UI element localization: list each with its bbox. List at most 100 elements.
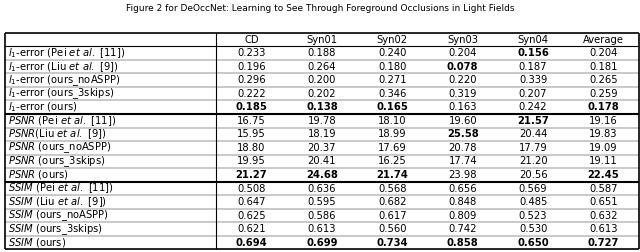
Text: 0.240: 0.240 xyxy=(378,48,406,58)
Text: 0.651: 0.651 xyxy=(589,197,618,207)
Text: $l_1$-error (ours): $l_1$-error (ours) xyxy=(8,101,78,114)
Text: 17.74: 17.74 xyxy=(449,156,477,166)
Text: 0.647: 0.647 xyxy=(237,197,266,207)
Text: 17.79: 17.79 xyxy=(519,143,547,153)
Text: 0.078: 0.078 xyxy=(447,62,479,72)
Text: 0.180: 0.180 xyxy=(378,62,406,72)
Text: 0.694: 0.694 xyxy=(236,238,268,248)
Text: 0.636: 0.636 xyxy=(308,183,336,194)
Text: 0.508: 0.508 xyxy=(237,183,266,194)
Text: 18.10: 18.10 xyxy=(378,116,406,126)
Text: 22.45: 22.45 xyxy=(588,170,620,180)
Text: $\it{SSIM}$ (Pei $\it{et\ al.}$ [11]): $\it{SSIM}$ (Pei $\it{et\ al.}$ [11]) xyxy=(8,182,114,196)
Text: 0.569: 0.569 xyxy=(519,183,547,194)
Text: 0.617: 0.617 xyxy=(378,211,406,220)
Text: 0.319: 0.319 xyxy=(449,89,477,99)
Text: 15.95: 15.95 xyxy=(237,129,266,139)
Text: 0.181: 0.181 xyxy=(589,62,618,72)
Text: 23.98: 23.98 xyxy=(449,170,477,180)
Text: 0.233: 0.233 xyxy=(237,48,266,58)
Text: 0.202: 0.202 xyxy=(308,89,336,99)
Text: $l_1$-error (Liu $\it{et\ al.}$ [9]): $l_1$-error (Liu $\it{et\ al.}$ [9]) xyxy=(8,60,119,74)
Text: 19.83: 19.83 xyxy=(589,129,618,139)
Text: $\it{SSIM}$ (ours): $\it{SSIM}$ (ours) xyxy=(8,236,67,249)
Text: 0.346: 0.346 xyxy=(378,89,406,99)
Text: 0.138: 0.138 xyxy=(306,102,338,112)
Text: 0.204: 0.204 xyxy=(449,48,477,58)
Text: 19.11: 19.11 xyxy=(589,156,618,166)
Text: 0.682: 0.682 xyxy=(378,197,406,207)
Text: Average: Average xyxy=(583,35,624,45)
Text: $\it{PSNR}$ (ours_noASPP): $\it{PSNR}$ (ours_noASPP) xyxy=(8,140,112,155)
Text: 0.296: 0.296 xyxy=(237,75,266,85)
Text: 0.587: 0.587 xyxy=(589,183,618,194)
Text: 0.200: 0.200 xyxy=(308,75,336,85)
Text: 0.220: 0.220 xyxy=(449,75,477,85)
Text: 17.69: 17.69 xyxy=(378,143,406,153)
Text: 0.185: 0.185 xyxy=(236,102,268,112)
Text: $\it{PSNR}$ (ours_3skips): $\it{PSNR}$ (ours_3skips) xyxy=(8,154,106,169)
Text: 16.25: 16.25 xyxy=(378,156,406,166)
Text: 0.222: 0.222 xyxy=(237,89,266,99)
Text: 0.242: 0.242 xyxy=(519,102,547,112)
Text: 0.727: 0.727 xyxy=(588,238,620,248)
Text: 0.613: 0.613 xyxy=(308,224,336,234)
Text: 0.625: 0.625 xyxy=(237,211,266,220)
Text: 0.187: 0.187 xyxy=(519,62,547,72)
Text: 0.156: 0.156 xyxy=(517,48,549,58)
Text: Syn04: Syn04 xyxy=(518,35,548,45)
Text: 21.27: 21.27 xyxy=(236,170,268,180)
Text: 0.809: 0.809 xyxy=(449,211,477,220)
Text: $l_1$-error (ours_noASPP): $l_1$-error (ours_noASPP) xyxy=(8,73,121,88)
Text: 19.16: 19.16 xyxy=(589,116,618,126)
Text: $\it{PSNR}$(Liu $\it{et\ al.}$ [9]): $\it{PSNR}$(Liu $\it{et\ al.}$ [9]) xyxy=(8,128,107,141)
Text: 0.339: 0.339 xyxy=(519,75,547,85)
Text: 21.20: 21.20 xyxy=(519,156,547,166)
Text: 20.78: 20.78 xyxy=(449,143,477,153)
Text: Syn01: Syn01 xyxy=(307,35,337,45)
Text: 0.699: 0.699 xyxy=(306,238,338,248)
Text: 19.78: 19.78 xyxy=(308,116,336,126)
Text: 0.595: 0.595 xyxy=(308,197,336,207)
Text: 0.259: 0.259 xyxy=(589,89,618,99)
Text: 0.271: 0.271 xyxy=(378,75,406,85)
Text: 0.485: 0.485 xyxy=(519,197,547,207)
Text: 0.650: 0.650 xyxy=(517,238,549,248)
Text: $\it{SSIM}$ (ours_3skips): $\it{SSIM}$ (ours_3skips) xyxy=(8,222,103,237)
Text: 0.621: 0.621 xyxy=(237,224,266,234)
Text: 0.523: 0.523 xyxy=(519,211,547,220)
Text: 0.742: 0.742 xyxy=(449,224,477,234)
Text: 21.57: 21.57 xyxy=(517,116,549,126)
Text: 19.60: 19.60 xyxy=(449,116,477,126)
Text: 20.56: 20.56 xyxy=(519,170,547,180)
Text: 0.196: 0.196 xyxy=(237,62,266,72)
Text: Syn02: Syn02 xyxy=(377,35,408,45)
Text: 0.207: 0.207 xyxy=(519,89,547,99)
Text: 18.99: 18.99 xyxy=(378,129,406,139)
Text: 0.530: 0.530 xyxy=(519,224,547,234)
Text: 19.95: 19.95 xyxy=(237,156,266,166)
Text: $\it{SSIM}$ (Liu $\it{et\ al.}$ [9]): $\it{SSIM}$ (Liu $\it{et\ al.}$ [9]) xyxy=(8,195,108,209)
Text: $l_1$-error (Pei $\it{et\ al.}$ [11]): $l_1$-error (Pei $\it{et\ al.}$ [11]) xyxy=(8,46,125,60)
Text: 0.264: 0.264 xyxy=(308,62,336,72)
Text: $\it{PSNR}$ (Pei $\it{et\ al.}$ [11]): $\it{PSNR}$ (Pei $\it{et\ al.}$ [11]) xyxy=(8,114,116,128)
Text: 0.613: 0.613 xyxy=(589,224,618,234)
Text: $l_1$-error (ours_3skips): $l_1$-error (ours_3skips) xyxy=(8,86,115,101)
Text: 0.568: 0.568 xyxy=(378,183,406,194)
Text: 0.163: 0.163 xyxy=(449,102,477,112)
Text: $\it{SSIM}$ (ours_noASPP): $\it{SSIM}$ (ours_noASPP) xyxy=(8,208,109,223)
Text: 24.68: 24.68 xyxy=(306,170,338,180)
Text: 16.75: 16.75 xyxy=(237,116,266,126)
Text: 0.165: 0.165 xyxy=(376,102,408,112)
Text: 20.41: 20.41 xyxy=(308,156,336,166)
Text: 20.37: 20.37 xyxy=(308,143,336,153)
Text: Figure 2 for DeOccNet: Learning to See Through Foreground Occlusions in Light Fi: Figure 2 for DeOccNet: Learning to See T… xyxy=(125,4,515,13)
Text: 0.560: 0.560 xyxy=(378,224,406,234)
Text: 19.09: 19.09 xyxy=(589,143,618,153)
Text: 0.734: 0.734 xyxy=(376,238,408,248)
Text: 20.44: 20.44 xyxy=(519,129,547,139)
Text: 18.80: 18.80 xyxy=(237,143,266,153)
Text: CD: CD xyxy=(244,35,259,45)
Text: 0.178: 0.178 xyxy=(588,102,620,112)
Text: 0.632: 0.632 xyxy=(589,211,618,220)
